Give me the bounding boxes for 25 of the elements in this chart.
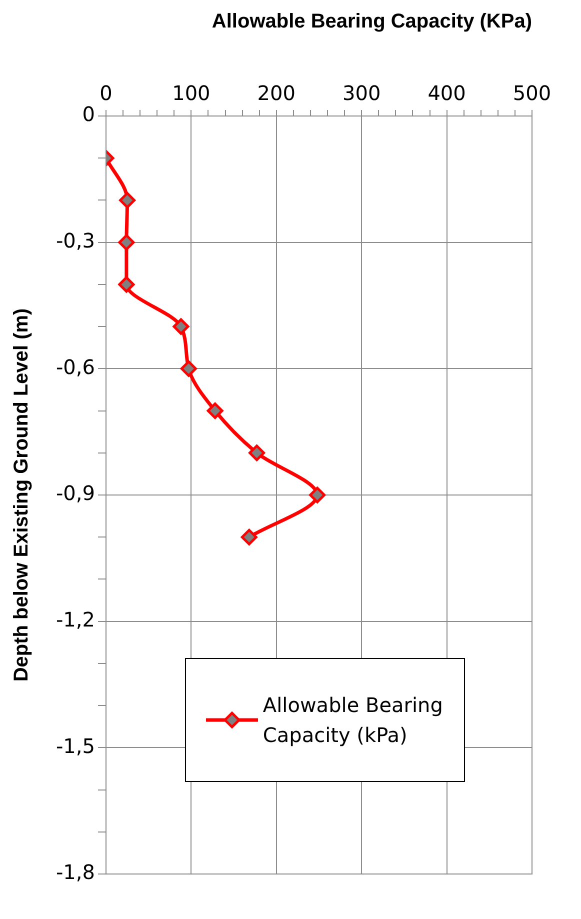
y-tick-label: -0,9 xyxy=(56,481,95,506)
y-axis-title: Depth below Existing Ground Level (m) xyxy=(10,308,33,682)
x-axis-title: Allowable Bearing Capacity (KPa) xyxy=(212,10,532,33)
point xyxy=(180,360,197,377)
x-tick-label: 100 xyxy=(172,81,210,106)
point xyxy=(172,318,190,335)
x-tick-label: 300 xyxy=(342,81,381,106)
y-tick-label: -0,6 xyxy=(56,354,95,379)
point xyxy=(240,528,258,546)
point xyxy=(119,192,136,208)
x-tick-label: 500 xyxy=(512,81,552,106)
point xyxy=(118,276,135,293)
point xyxy=(118,234,135,251)
x-tick-label: 0 xyxy=(100,81,112,106)
point xyxy=(206,402,224,420)
x-tick-label: 400 xyxy=(428,81,466,106)
y-tick-label: -1,5 xyxy=(56,734,95,758)
y-tick-label: -1,2 xyxy=(56,608,95,632)
point xyxy=(309,486,326,504)
x-tick-label: 200 xyxy=(257,81,296,106)
y-tick-label: -1,8 xyxy=(56,860,95,884)
legend-label: Allowable Bearing Capacity (kPa) xyxy=(262,692,444,749)
point xyxy=(248,444,266,462)
y-tick-label: -0,3 xyxy=(56,228,95,253)
y-tick-label: 0 xyxy=(82,102,95,126)
